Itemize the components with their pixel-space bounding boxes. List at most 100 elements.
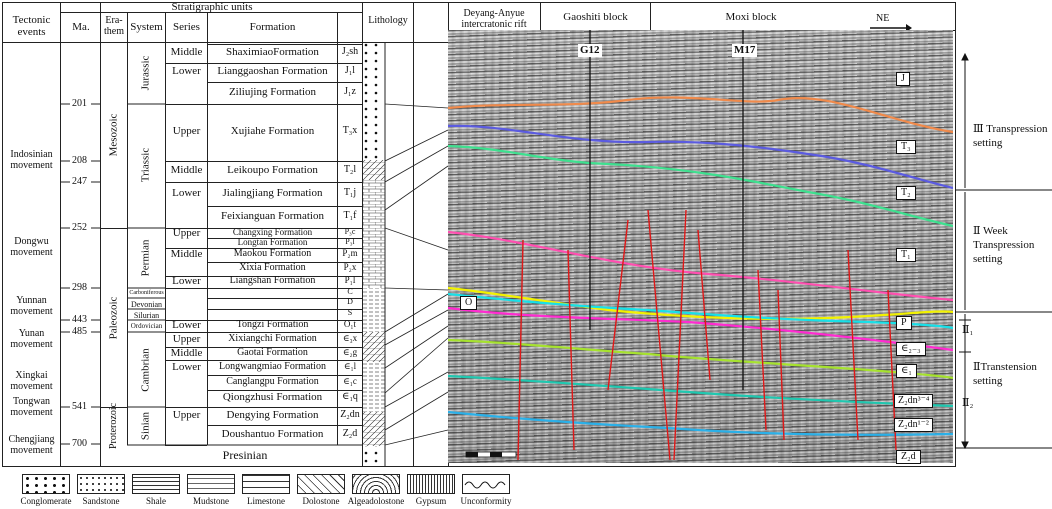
formation-code: J₁z xyxy=(344,85,356,97)
formation-name: Jialingjiang Formation xyxy=(222,186,323,199)
moxi-header: Moxi block xyxy=(725,11,777,23)
seismic-overlay xyxy=(448,30,953,461)
lithology-column xyxy=(363,42,386,466)
formation-name: Ziliujing Formation xyxy=(228,85,317,98)
settings-brackets xyxy=(955,52,1052,450)
connector-lines xyxy=(385,103,449,446)
formation-name: Canglangpu Formation xyxy=(226,375,319,387)
formation-code: T₃x xyxy=(342,125,358,136)
tectonic-event: Xingkai movement xyxy=(10,370,53,392)
horizon-label: ∈₂₋₃ xyxy=(896,342,926,356)
series-label: Middle xyxy=(170,164,203,176)
legend-swatch xyxy=(407,474,455,494)
horizon-label: Z₂d xyxy=(896,450,921,464)
unconformity-icon xyxy=(464,481,506,489)
legend-swatch xyxy=(462,474,510,494)
formation-name: Doushantuo Formation xyxy=(221,427,324,440)
horizon-label: T₃ xyxy=(896,140,916,154)
tectonic-event: Yunan movement xyxy=(10,328,53,350)
formation-name: Xujiahe Formation xyxy=(230,125,315,137)
horizon-label: Z₂dn¹⁻² xyxy=(894,418,933,432)
series-label: Lower xyxy=(172,65,201,77)
formation-code: T₁j xyxy=(343,186,357,198)
series-label: Middle xyxy=(170,248,203,260)
legend-label: Unconformity xyxy=(460,496,512,506)
legend-swatch xyxy=(352,474,400,494)
formation-name: Leikoupo Formation xyxy=(227,164,318,176)
formation-name: Qiongzhusi Formation xyxy=(222,391,323,403)
horizon-label: O xyxy=(460,296,478,310)
well-label-g12: G12 xyxy=(578,44,602,57)
formation-name: Longwangmiao Formation xyxy=(219,360,326,372)
gaoshiti-header: Gaoshiti block xyxy=(563,11,628,23)
formation-name: Feixianguan Formation xyxy=(221,209,324,222)
formation-name: Longtan Formation xyxy=(237,236,308,247)
system-label: Silurian xyxy=(133,311,160,320)
series-label: Upper xyxy=(172,332,201,345)
age-label: 443 xyxy=(72,314,87,325)
tectonic-event: Dongwu movement xyxy=(10,236,53,258)
legend-swatch xyxy=(132,474,180,494)
age-label: 700 xyxy=(72,438,87,449)
legend-swatch xyxy=(77,474,125,494)
legend-swatch xyxy=(22,474,70,494)
strat-units-header: Stratigraphic units xyxy=(171,1,253,13)
presinian-label: Presinian xyxy=(222,448,268,462)
legend-label: Sandstone xyxy=(82,496,120,506)
ne-label: NE xyxy=(876,13,890,24)
formation-code: J₁l xyxy=(344,65,356,76)
formation-code: J₂sh xyxy=(341,46,359,57)
series-header: Series xyxy=(173,21,200,33)
formation-name: Changxing Formation xyxy=(232,226,313,237)
erathem-label: Paleozoic xyxy=(107,296,120,340)
formation-code: Z₂dn xyxy=(340,408,360,420)
formation-code: S xyxy=(347,308,353,317)
formation-name: Xixia Formation xyxy=(239,262,306,273)
formation-code: O₁t xyxy=(343,319,357,329)
series-label: Middle xyxy=(170,46,203,58)
series-label: Lower xyxy=(172,319,201,331)
tectonic-event: Yunnan movement xyxy=(10,295,53,317)
legend-swatch xyxy=(187,474,235,494)
formation-name: Liangshan Formation xyxy=(229,275,316,286)
erathem-header: Era- them xyxy=(104,15,124,37)
setting-label: ⅡTranstension setting xyxy=(973,361,1037,387)
setting-label: Ⅱ₁ xyxy=(962,324,974,336)
formation-code: C xyxy=(347,286,353,296)
tectonic-event: Chengjiang movement xyxy=(8,434,55,456)
tectonic-event: Tongwan movement xyxy=(10,396,53,418)
legend-label: Gypsum xyxy=(415,496,447,506)
lithology-header: Lithology xyxy=(368,15,408,26)
erathem-label: Mesozoic xyxy=(107,113,120,157)
system-label: Devonian xyxy=(130,300,163,309)
formation-header: Formation xyxy=(249,21,296,33)
formation-name: Dengying Formation xyxy=(226,408,319,421)
formation-name: Lianggaoshan Formation xyxy=(217,65,328,77)
setting-label: Ⅱ₂ xyxy=(962,397,974,409)
age-label: 247 xyxy=(72,176,87,187)
legend-label: Dolostone xyxy=(302,496,340,506)
formation-name: Maokou Formation xyxy=(233,248,312,259)
rift-header: Deyang-Anyue intercratonic rift xyxy=(461,8,527,30)
formation-code: ∈₁c xyxy=(343,375,357,386)
setting-label: Ⅲ Transpression setting xyxy=(973,123,1048,149)
horizon-label: P xyxy=(896,316,912,330)
age-label: 541 xyxy=(72,401,87,412)
series-label: Lower xyxy=(172,360,201,373)
formation-code: T₁f xyxy=(343,209,357,221)
legend-swatch xyxy=(297,474,345,494)
legend-label: Limestone xyxy=(247,496,285,506)
formation-code: P₂m xyxy=(342,248,358,258)
formation-code: P₃l xyxy=(345,236,355,246)
formation-code: D xyxy=(347,297,353,306)
formation-name: ShaximiaoFormation xyxy=(226,46,319,58)
formation-name: Gaotai Formation xyxy=(237,346,308,358)
legend-label: Mudstone xyxy=(193,496,229,506)
well-label-m17: M17 xyxy=(732,44,758,57)
formation-name: Tongzi Formation xyxy=(236,319,309,330)
formation-code: Z₂d xyxy=(342,427,358,439)
horizon-label: T₂ xyxy=(896,186,916,200)
formation-code: P₂x xyxy=(343,262,357,272)
formation-code: ∈₂g xyxy=(342,346,358,357)
formation-code: P₁l xyxy=(344,275,356,285)
